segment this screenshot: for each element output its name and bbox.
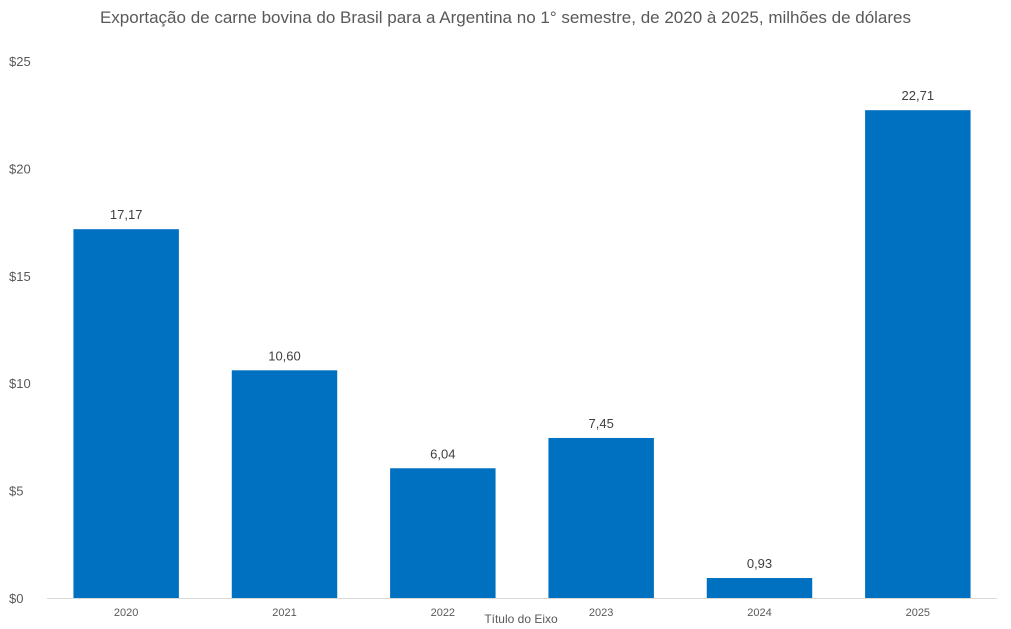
data-label: 7,45: [589, 416, 614, 431]
data-label: 10,60: [268, 348, 301, 363]
x-axis: 2020 2021 2022 2023 2024 2025: [114, 607, 930, 619]
data-label: 17,17: [110, 207, 143, 222]
y-tick-label: $20: [9, 161, 31, 176]
chart-title: Exportação de carne bovina do Brasil par…: [99, 8, 912, 27]
data-label: 22,71: [902, 88, 935, 103]
x-tick-label: 2021: [272, 607, 296, 619]
y-tick-label: $0: [9, 591, 23, 606]
bar: [231, 370, 338, 598]
bar: [390, 468, 496, 598]
x-tick-label: 2022: [431, 607, 455, 619]
bar: [706, 578, 813, 598]
bars: [73, 110, 971, 598]
x-tick-label: 2020: [114, 607, 138, 619]
x-tick-label: 2023: [589, 607, 613, 619]
y-axis: $0 $5 $10 $15 $20 $25: [9, 54, 31, 606]
y-tick-label: $25: [9, 54, 31, 69]
y-tick-label: $10: [9, 376, 31, 391]
data-labels: 17,17 10,60 6,04 7,45 0,93 22,71: [110, 88, 934, 571]
y-tick-label: $5: [9, 484, 23, 499]
data-label: 0,93: [747, 556, 772, 571]
bar: [548, 437, 654, 598]
bar: [865, 110, 971, 598]
x-tick-label: 2024: [747, 607, 771, 619]
x-tick-label: 2025: [906, 607, 930, 619]
y-tick-label: $15: [9, 269, 31, 284]
bar: [73, 229, 179, 598]
x-axis-title: Título do Eixo: [484, 612, 558, 626]
data-label: 6,04: [430, 446, 455, 461]
